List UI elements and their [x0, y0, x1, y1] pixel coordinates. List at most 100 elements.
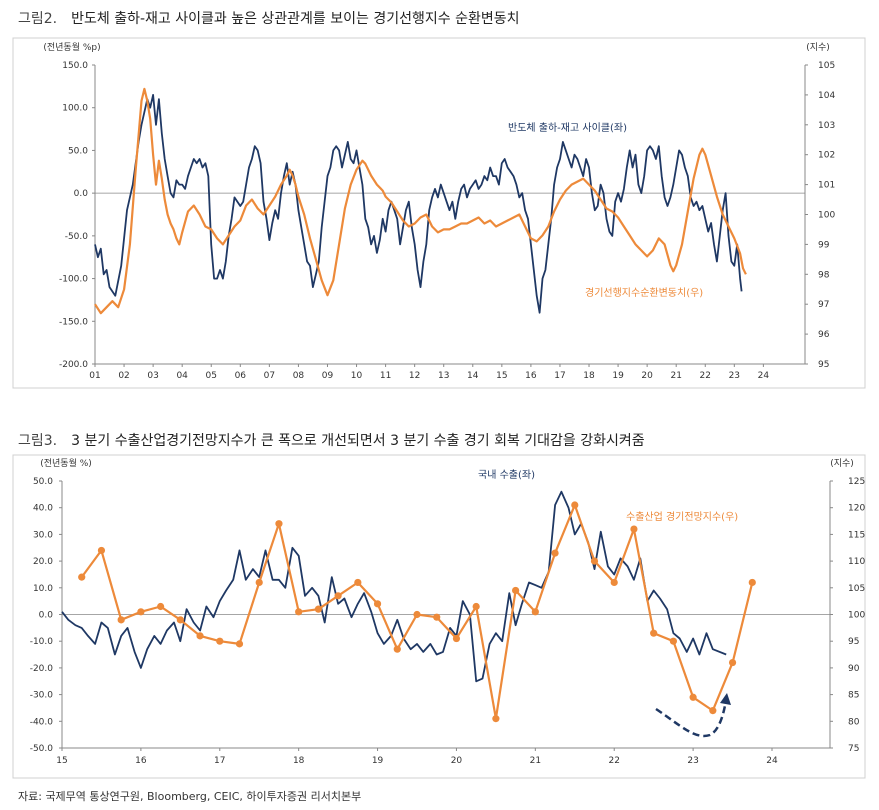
chart3-right-tick-label: 120 [848, 504, 865, 514]
chart3-left-tick-label: 30.0 [33, 530, 53, 540]
chart3-series-2-label: 수출산업 경기전망지수(우) [626, 510, 738, 523]
chart2-x-tick-label: 20 [641, 371, 653, 381]
chart3-series-2-point [373, 600, 382, 608]
chart2-right-tick-label: 98 [818, 270, 830, 280]
chart2-x-tick-label: 11 [380, 371, 391, 381]
chart3-series-2-point [413, 610, 421, 619]
chart3-series-2-point [275, 520, 283, 528]
chart3-series-2-point [196, 632, 204, 640]
chart3-right-tick-label: 115 [848, 530, 865, 540]
chart2-left-tick-label: -100.0 [59, 275, 88, 285]
chart2-x-tick-label: 24 [758, 371, 770, 381]
chart3-recovery-arrowhead [720, 693, 731, 705]
chart2-left-tick-label: 100.0 [62, 104, 88, 114]
chart2-x-tick-label: 06 [235, 371, 247, 381]
chart3-right-tick-label: 125 [848, 477, 865, 487]
chart2-series-2-label: 경기선행지수순환변동치(우) [585, 286, 703, 299]
chart2-x-tick-label: 14 [467, 371, 479, 381]
chart3-right-tick-label: 105 [848, 584, 865, 594]
chart3-series-2-point [512, 586, 520, 595]
chart3-series-2-point [610, 578, 618, 587]
chart2-x-tick-label: 08 [293, 371, 305, 381]
chart3-series-2-point [452, 634, 461, 643]
chart3-left-tick-label: 40.0 [33, 504, 53, 514]
chart3-left-tick-label: 20.0 [33, 557, 53, 567]
chart3-series-2-point [255, 578, 263, 587]
chart3-series-2-point [235, 640, 244, 648]
chart3-series-2-point [689, 693, 697, 701]
chart2-x-tick-label: 02 [118, 371, 129, 381]
chart3-frame [12, 454, 866, 779]
chart2-frame [12, 37, 866, 389]
chart3-left-tick-label: -30.0 [30, 691, 54, 701]
chart2-x-tick-label: 04 [176, 371, 188, 381]
chart3-series-2-point [492, 715, 500, 723]
chart3-series-1-label: 국내 수출(좌) [478, 469, 535, 481]
chart2-left-unit: (전년동월 %p) [43, 41, 100, 53]
chart2-right-unit: (지수) [806, 42, 830, 53]
chart3-left-tick-label: -50.0 [30, 744, 54, 754]
chart3-x-tick-label: 20 [451, 756, 463, 766]
chart3-right-tick-label: 110 [848, 557, 865, 567]
chart2-x-tick-label: 13 [438, 371, 449, 381]
chart2-x-tick-label: 16 [525, 371, 537, 381]
chart3-left-tick-label: -40.0 [30, 717, 54, 727]
chart2-right-tick-label: 102 [818, 151, 835, 161]
figure2-number: 그림2. [18, 11, 58, 27]
chart3-series-2-point [354, 578, 362, 587]
source-note: 자료: 국제무역 통상연구원, Bloomberg, CEIC, 하이투자증권 … [18, 790, 362, 803]
figure3-title-text: 3 분기 수출산업경기전망지수가 큰 폭으로 개선되면서 3 분기 수출 경기 … [71, 433, 645, 449]
chart3-x-tick-label: 21 [530, 756, 541, 766]
chart3-series-2-point [137, 608, 145, 616]
chart3-right-tick-label: 75 [848, 744, 859, 754]
chart2-left-tick-label: -200.0 [59, 360, 88, 370]
chart2-series-2-line [94, 87, 747, 315]
chart3-series-2-point [472, 602, 480, 611]
chart3-series-2-point [748, 578, 756, 587]
chart2-x-tick-label: 23 [729, 371, 740, 381]
chart3-left-tick-label: 0.0 [39, 611, 54, 621]
chart2-left-tick-label: -50.0 [65, 232, 89, 242]
chart3-right-tick-label: 95 [848, 637, 859, 647]
chart2-left-tick-label: 0.0 [74, 189, 89, 199]
chart3-series-2-point [117, 616, 125, 624]
chart3-right-tick-label: 80 [848, 717, 860, 727]
chart2-right-tick-label: 104 [818, 91, 835, 101]
chart2-series-1-line [94, 94, 743, 314]
chart2-x-tick-label: 03 [147, 371, 158, 381]
chart3-series-2-point [650, 629, 658, 637]
chart2-right-tick-label: 100 [818, 211, 835, 221]
chart3-series-2-point [176, 616, 184, 624]
chart3-x-tick-label: 18 [293, 756, 305, 766]
chart3-x-tick-label: 22 [608, 756, 619, 766]
chart2-right-tick-label: 96 [818, 330, 830, 340]
chart2-right-tick-label: 97 [818, 300, 829, 310]
chart3-left-tick-label: 50.0 [33, 477, 53, 487]
chart3-series-2-point [216, 637, 224, 645]
chart3-left-tick-label: 10.0 [33, 584, 53, 594]
chart2-right-tick-label: 103 [818, 121, 835, 131]
chart3-x-tick-label: 15 [56, 756, 67, 766]
chart2-right-tick-label: 95 [818, 360, 829, 370]
chart2-x-tick-label: 07 [264, 371, 275, 381]
chart3-x-tick-label: 24 [766, 756, 778, 766]
chart2-right-tick-label: 101 [818, 181, 835, 191]
figure3-title: 그림3. 3 분기 수출산업경기전망지수가 큰 폭으로 개선되면서 3 분기 수출… [18, 430, 645, 450]
chart3-series-2-point [334, 592, 342, 600]
chart3-x-tick-label: 19 [372, 756, 384, 766]
chart3-series-2-point [295, 608, 303, 616]
chart2-left-tick-label: 50.0 [68, 146, 88, 156]
chart3-series-2-point [393, 645, 401, 653]
chart3-left-tick-label: -10.0 [30, 637, 54, 647]
chart2-x-tick-label: 22 [700, 371, 711, 381]
chart2-left-tick-label: -150.0 [59, 317, 88, 327]
chart3-series-2-point [157, 602, 165, 611]
chart2-right-tick-label: 105 [818, 61, 835, 71]
chart3-right-tick-label: 100 [848, 611, 865, 621]
chart3-series-2-point [590, 557, 599, 565]
chart3-series-2-point [78, 573, 86, 581]
chart2-left-tick-label: 150.0 [62, 61, 88, 71]
chart3-series-2-point [669, 637, 677, 645]
chart3-right-tick-label: 85 [848, 691, 859, 701]
